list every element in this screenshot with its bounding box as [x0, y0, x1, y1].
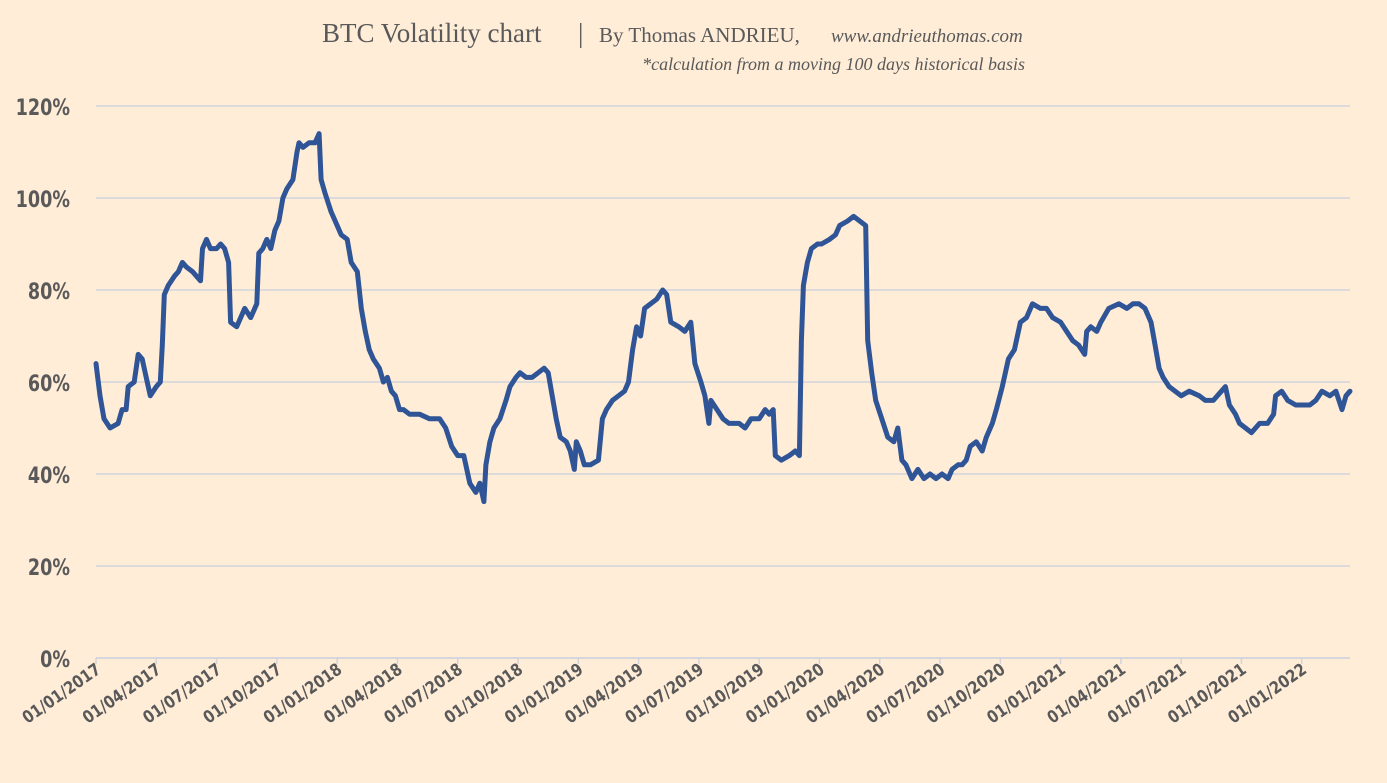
y-tick-label: 60% [28, 371, 70, 396]
x-axis: 01/01/201701/04/201701/07/201701/10/2017… [18, 657, 1350, 728]
chart-title: BTC Volatility chart [322, 18, 542, 48]
title-separator: | [578, 18, 583, 48]
y-tick-label: 100% [16, 187, 70, 212]
y-tick-label: 40% [28, 463, 70, 488]
chart-subtitle: *calculation from a moving 100 days hist… [642, 54, 1025, 74]
y-tick-label: 120% [16, 95, 70, 120]
y-tick-label: 0% [40, 647, 70, 672]
y-axis: 0% 20% 40% 60% 80% 100% 120% [16, 95, 70, 672]
volatility-line [93, 131, 1353, 505]
series-layer [93, 131, 1353, 505]
gridlines [96, 105, 1350, 659]
chart-website: www.andrieuthomas.com [831, 26, 1023, 47]
chart-byline: By Thomas ANDRIEU, [599, 23, 800, 47]
y-tick-label: 80% [28, 279, 70, 304]
y-tick-label: 20% [28, 555, 70, 580]
